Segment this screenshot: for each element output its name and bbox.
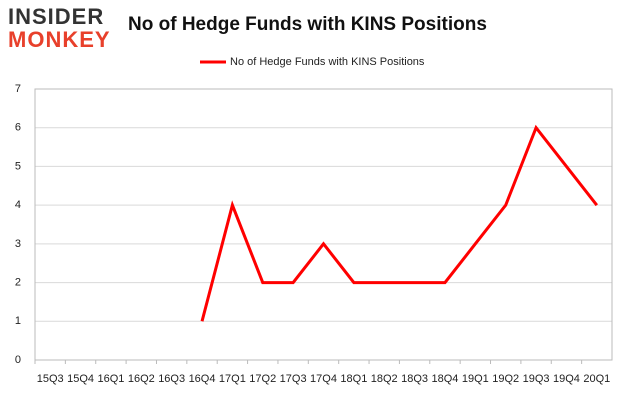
y-tick-label: 1	[15, 315, 21, 327]
x-tick-label: 20Q1	[583, 373, 610, 385]
x-tick-label: 17Q1	[219, 373, 246, 385]
y-tick-label: 6	[15, 122, 21, 134]
x-tick-label: 18Q1	[340, 373, 367, 385]
chart-title: No of Hedge Funds with KINS Positions	[128, 14, 487, 35]
x-tick-label: 16Q2	[128, 373, 155, 385]
x-tick-label: 17Q2	[249, 373, 276, 385]
x-tick-label: 18Q2	[371, 373, 398, 385]
x-tick-label: 19Q4	[553, 373, 580, 385]
x-tick-label: 19Q2	[492, 373, 519, 385]
plot-border	[34, 88, 613, 361]
y-tick-label: 3	[15, 238, 21, 250]
y-tick-label: 4	[15, 199, 21, 211]
legend-label: No of Hedge Funds with KINS Positions	[230, 56, 425, 68]
y-tick-label: 2	[15, 276, 21, 288]
x-tick-label: 16Q3	[158, 373, 185, 385]
series-line	[200, 124, 598, 322]
x-tick-label: 16Q4	[189, 373, 216, 385]
x-tick-label: 15Q4	[67, 373, 94, 385]
x-tick-label: 15Q3	[37, 373, 64, 385]
y-tick-label: 7	[15, 83, 21, 95]
x-tick-label: 18Q4	[432, 373, 459, 385]
logo-bottom: MONKEY	[8, 27, 111, 52]
x-tick-label: 19Q1	[462, 373, 489, 385]
logo-top: INSIDER	[8, 4, 104, 29]
x-tick-label: 17Q3	[280, 373, 307, 385]
y-tick-label: 0	[15, 354, 21, 366]
y-tick-label: 5	[15, 160, 21, 172]
x-tick-label: 17Q4	[310, 373, 337, 385]
x-tick-label: 18Q3	[401, 373, 428, 385]
x-tick-label: 19Q3	[523, 373, 550, 385]
x-tick-label: 16Q1	[97, 373, 124, 385]
